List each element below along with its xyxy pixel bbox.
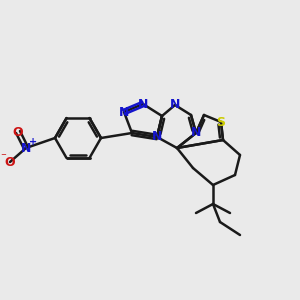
Text: N: N bbox=[138, 98, 148, 110]
Text: N: N bbox=[119, 106, 129, 118]
Text: O: O bbox=[13, 125, 23, 139]
Text: ⁻: ⁻ bbox=[0, 152, 6, 162]
Text: S: S bbox=[217, 116, 226, 128]
Text: O: O bbox=[5, 155, 15, 169]
Text: N: N bbox=[152, 130, 162, 143]
Text: N: N bbox=[170, 98, 180, 112]
Text: N: N bbox=[191, 127, 201, 140]
Text: +: + bbox=[29, 137, 37, 147]
Text: N: N bbox=[21, 142, 31, 154]
